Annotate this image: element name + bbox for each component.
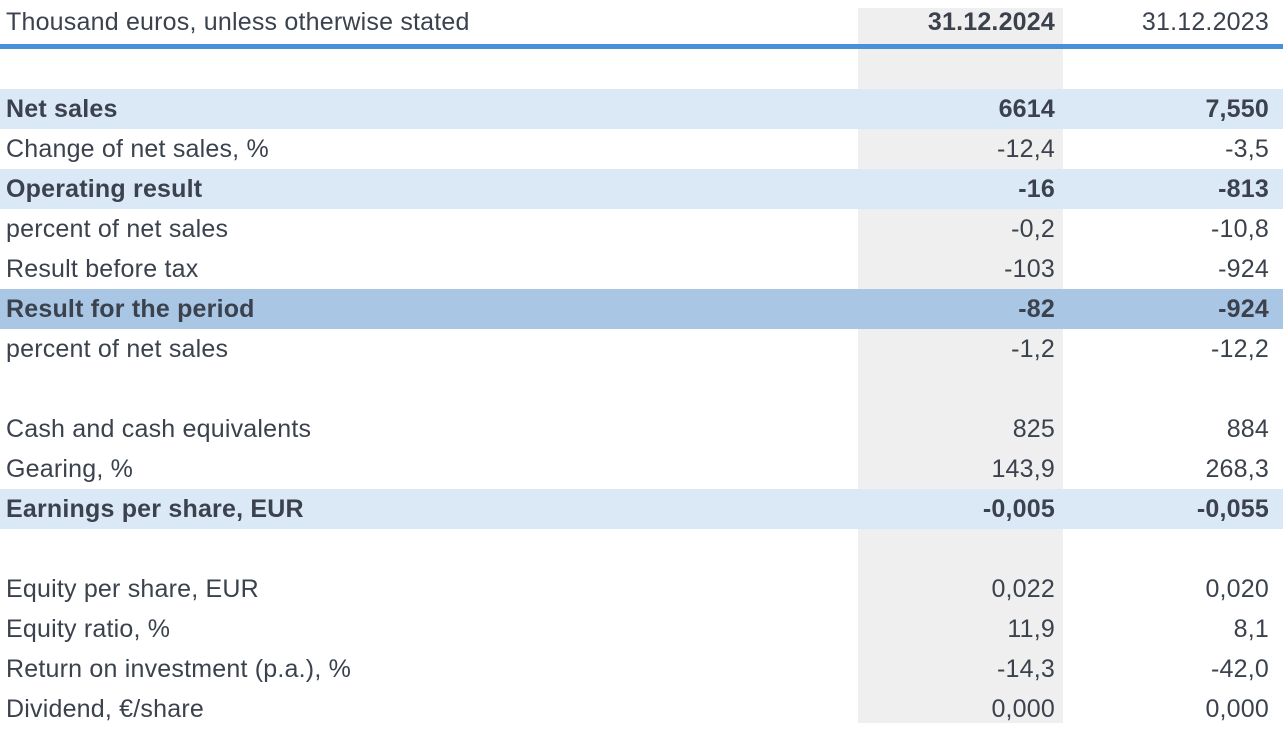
- row-label: Gearing, %: [6, 454, 134, 483]
- table-row: Change of net sales, % -12,4 -3,5: [0, 129, 1283, 169]
- value-2023: 7,550: [1205, 94, 1269, 123]
- value-2024: 143,9: [991, 454, 1055, 483]
- table-row: Cash and cash equivalents 825 884: [0, 409, 1283, 449]
- value-2023: -924: [1218, 254, 1269, 283]
- row-label: Result for the period: [6, 294, 255, 323]
- value-2024: -14,3: [997, 654, 1055, 683]
- value-2024: 0,000: [991, 694, 1055, 723]
- table-spacer-row: [0, 49, 1283, 89]
- table-spacer-row: [0, 529, 1283, 569]
- header-row: Thousand euros, unless otherwise stated …: [0, 0, 1283, 44]
- row-label: Return on investment (p.a.), %: [6, 654, 352, 683]
- table-row: percent of net sales -0,2 -10,8: [0, 209, 1283, 249]
- value-2024: -16: [1018, 174, 1055, 203]
- value-2023: 8,1: [1233, 614, 1269, 643]
- value-2023: 0,000: [1205, 694, 1269, 723]
- row-label: Earnings per share, EUR: [6, 494, 304, 523]
- value-2024: 0,022: [991, 574, 1055, 603]
- row-label: Change of net sales, %: [6, 134, 269, 163]
- table-row: Return on investment (p.a.), % -14,3 -42…: [0, 649, 1283, 689]
- table-row: Net sales 6614 7,550: [0, 89, 1283, 129]
- table-spacer-row: [0, 369, 1283, 409]
- value-2023: -42,0: [1211, 654, 1269, 683]
- value-2023: -12,2: [1211, 334, 1269, 363]
- table-row: Operating result -16 -813: [0, 169, 1283, 209]
- value-2024: 825: [1012, 414, 1055, 443]
- value-2023: -10,8: [1211, 214, 1269, 243]
- value-2024: -1,2: [1011, 334, 1055, 363]
- table-row: Result for the period -82 -924: [0, 289, 1283, 329]
- row-label: Equity per share, EUR: [6, 574, 259, 603]
- col-header-2024: 31.12.2024: [927, 7, 1055, 36]
- header-rule: [0, 44, 1283, 49]
- row-label: percent of net sales: [6, 214, 229, 243]
- row-label: Net sales: [6, 94, 118, 123]
- table-row: Earnings per share, EUR -0,005 -0,055: [0, 489, 1283, 529]
- value-2024: 11,9: [1007, 614, 1055, 643]
- value-2024: -0,2: [1011, 214, 1055, 243]
- value-2024: -103: [1004, 254, 1055, 283]
- value-2024: 6614: [998, 94, 1055, 123]
- row-label: Result before tax: [6, 254, 199, 283]
- value-2023: -813: [1218, 174, 1269, 203]
- unit-note: Thousand euros, unless otherwise stated: [6, 7, 470, 36]
- value-2024: -0,005: [982, 494, 1055, 523]
- table-row: Equity per share, EUR 0,022 0,020: [0, 569, 1283, 609]
- table-row: Dividend, €/share 0,000 0,000: [0, 689, 1283, 729]
- row-label: Cash and cash equivalents: [6, 414, 312, 443]
- value-2023: 884: [1226, 414, 1269, 443]
- value-2023: -3,5: [1225, 134, 1269, 163]
- row-label: percent of net sales: [6, 334, 229, 363]
- row-label: Operating result: [6, 174, 203, 203]
- table-row: Equity ratio, % 11,9 8,1: [0, 609, 1283, 649]
- value-2023: 268,3: [1205, 454, 1269, 483]
- value-2024: -12,4: [997, 134, 1055, 163]
- value-2024: -82: [1018, 294, 1055, 323]
- table-row: Result before tax -103 -924: [0, 249, 1283, 289]
- value-2023: 0,020: [1205, 574, 1269, 603]
- value-2023: -924: [1218, 294, 1269, 323]
- table-row: Gearing, % 143,9 268,3: [0, 449, 1283, 489]
- value-2023: -0,055: [1196, 494, 1269, 523]
- col-header-2023: 31.12.2023: [1141, 7, 1269, 36]
- row-label: Dividend, €/share: [6, 694, 204, 723]
- row-label: Equity ratio, %: [6, 614, 171, 643]
- table-body: Net sales 6614 7,550 Change of net sales…: [0, 49, 1283, 729]
- table-row: percent of net sales -1,2 -12,2: [0, 329, 1283, 369]
